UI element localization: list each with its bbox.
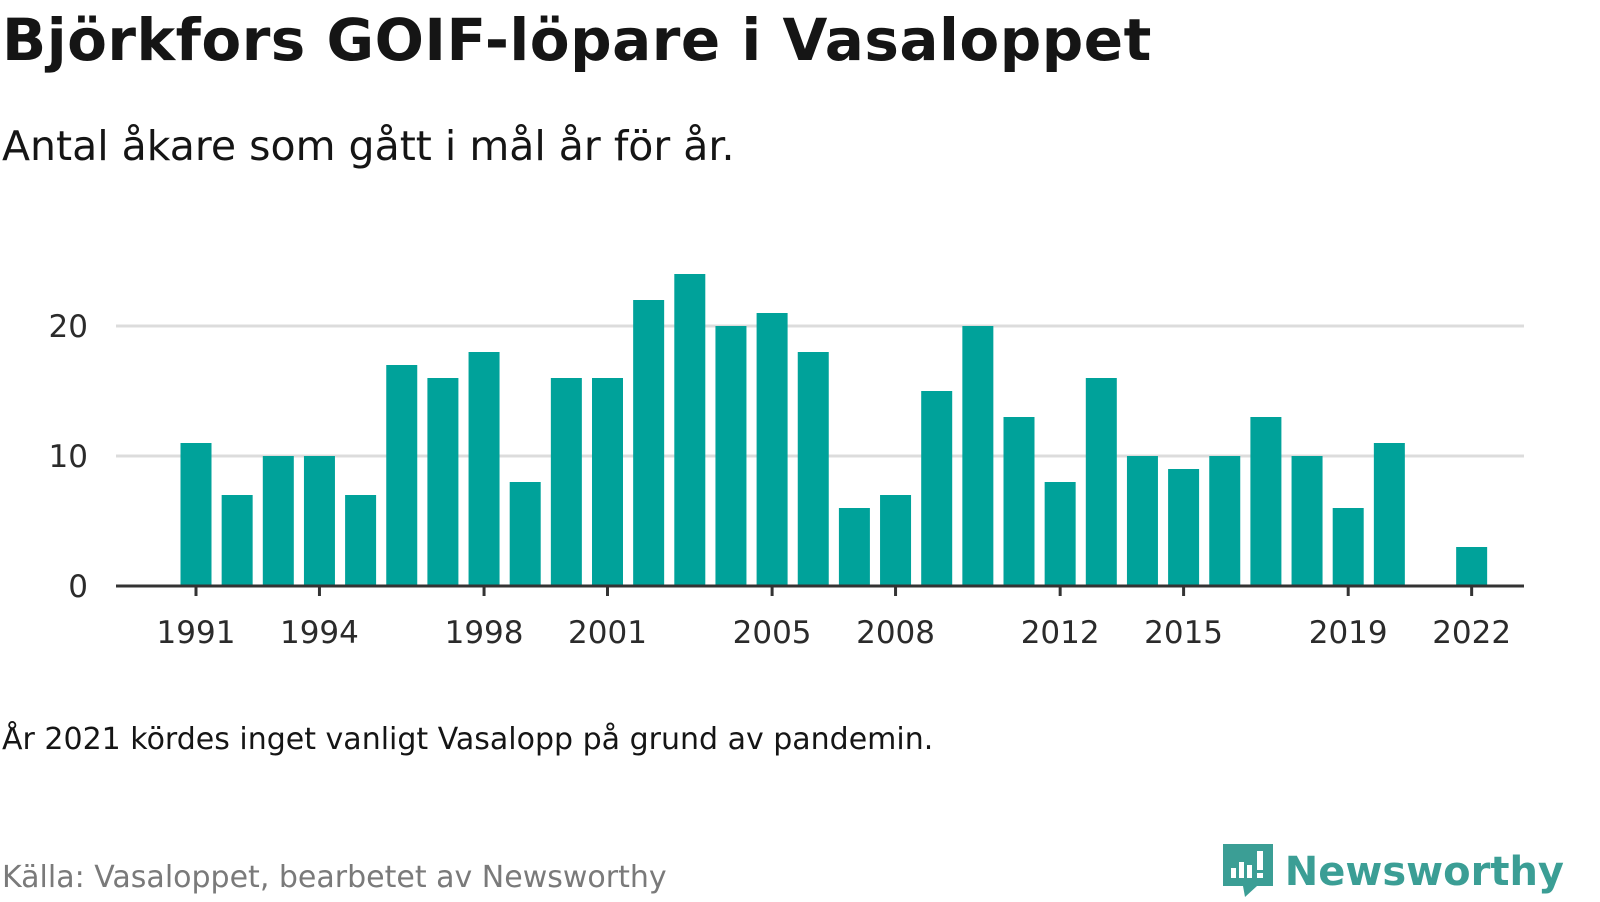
bar-chart: 0 10 20 1991 1994 1998 2001 2005 2008 2012 2015 201… [49, 274, 1524, 651]
x-tick-label: 1994 [280, 615, 359, 651]
bar [715, 326, 747, 586]
x-tick-label: 2001 [568, 615, 647, 651]
bar [1291, 456, 1323, 586]
y-tick-label: 0 [68, 569, 88, 605]
bar [1126, 456, 1158, 586]
x-tick-label: 1991 [157, 615, 236, 651]
y-tick-label: 10 [49, 439, 88, 475]
x-tick-label: 2022 [1432, 615, 1511, 651]
brand-name: Newsworthy [1284, 849, 1564, 895]
x-tick-label: 2008 [856, 615, 935, 651]
bar [880, 495, 912, 586]
bar [303, 456, 335, 586]
x-tick-label: 2019 [1309, 615, 1388, 651]
x-tick-label: 2012 [1021, 615, 1100, 651]
bar [180, 443, 212, 586]
source-credit: Källa: Vasaloppet, bearbetet av Newswort… [2, 860, 667, 895]
bar [550, 378, 582, 586]
bar [509, 482, 541, 586]
bar [1085, 378, 1117, 586]
bar [838, 508, 870, 586]
x-tick-label: 2005 [733, 615, 812, 651]
bar [345, 495, 377, 586]
x-tick-label: 1998 [445, 615, 524, 651]
bar [1044, 482, 1076, 586]
bar [674, 274, 706, 586]
bar [921, 391, 953, 586]
bar [1456, 547, 1488, 586]
newsworthy-logo-icon [1221, 842, 1275, 902]
bar [592, 378, 623, 586]
bar [468, 352, 500, 586]
y-tick-label: 20 [49, 309, 88, 345]
bar [262, 456, 294, 586]
bar [1250, 417, 1282, 586]
x-tick-label: 2015 [1144, 615, 1223, 651]
bar [1003, 417, 1035, 586]
bar [1209, 456, 1241, 586]
bar [1332, 508, 1364, 586]
bar [1168, 469, 1200, 586]
bar [1373, 443, 1405, 586]
chart-subtitle: Antal åkare som gått i mål år för år. [2, 122, 735, 170]
bar [797, 352, 829, 586]
brand-logo: Newsworthy [1221, 842, 1564, 902]
bar [756, 313, 788, 586]
bar [221, 495, 253, 586]
bar [386, 365, 418, 586]
chart-note: År 2021 kördes inget vanligt Vasalopp på… [2, 722, 934, 757]
bar [427, 378, 459, 586]
bar [962, 326, 994, 586]
bar [633, 300, 665, 586]
chart-title: Björkfors GOIF-löpare i Vasaloppet [2, 6, 1152, 74]
